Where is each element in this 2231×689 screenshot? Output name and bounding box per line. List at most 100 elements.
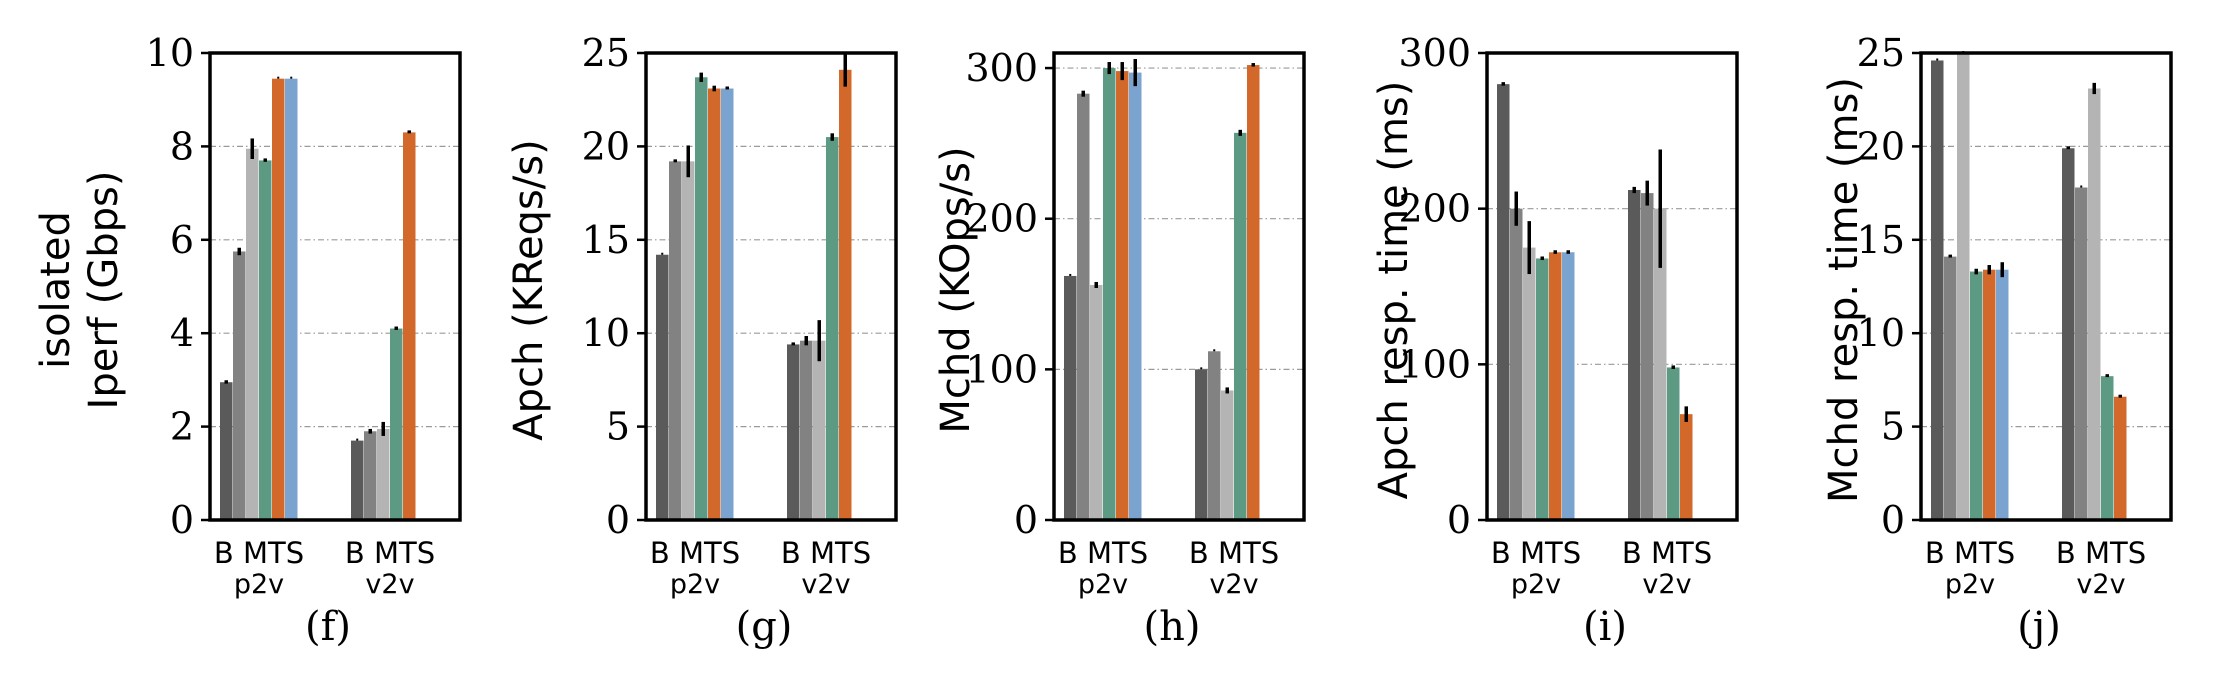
x-group-label: p2v (1511, 569, 1561, 600)
bar (1931, 60, 1944, 521)
bar (1077, 93, 1090, 520)
y-tick-label: 5 (606, 405, 630, 449)
bar (2062, 148, 2075, 520)
bar (1944, 256, 1957, 520)
bar (2075, 187, 2088, 520)
bar (1680, 414, 1693, 520)
bar (403, 132, 416, 520)
panel-caption: (i) (1582, 604, 1628, 650)
y-tick-label: 10 (146, 31, 194, 75)
bar (1208, 351, 1221, 520)
y-tick-label: 10 (582, 311, 630, 355)
y-tick-label: 20 (582, 124, 630, 168)
bar (656, 254, 669, 520)
bar (220, 382, 233, 520)
bar (364, 431, 377, 520)
bar (1129, 72, 1142, 521)
bar (259, 160, 272, 520)
bar (708, 88, 721, 520)
y-tick-label: 4 (170, 311, 194, 355)
bar (1090, 284, 1103, 520)
y-tick-label: 10 (1857, 311, 1905, 355)
y-tick-label: 200 (965, 197, 1038, 241)
x-bar-labels: B MTS (781, 536, 871, 570)
plot-frame (644, 51, 898, 522)
bar (351, 440, 364, 520)
y-tick-label: 0 (1447, 498, 1471, 542)
y-axis-label: Mchd resp. time (ms) (1820, 77, 1868, 503)
x-group-label: v2v (365, 569, 414, 600)
x-group-label: p2v (1078, 569, 1128, 600)
x-group-label: p2v (670, 569, 720, 600)
bar (1064, 275, 1077, 520)
bar (1116, 71, 1129, 520)
x-group-label: p2v (1945, 569, 1995, 600)
y-tick-label: 2 (170, 405, 194, 449)
panel-caption: (j) (2017, 604, 2061, 650)
bar (246, 148, 259, 521)
bar (721, 88, 734, 520)
bar (839, 69, 852, 520)
y-tick-label: 6 (170, 218, 194, 262)
y-tick-label: 0 (606, 498, 630, 542)
y-tick-label: 0 (1014, 498, 1038, 542)
bar (826, 137, 839, 520)
y-tick-label: 20 (1857, 124, 1905, 168)
y-tick-label: 0 (1881, 498, 1905, 542)
y-tick-label: 300 (1398, 31, 1471, 75)
x-bar-labels: B MTS (1622, 536, 1712, 570)
x-group-label: v2v (1209, 569, 1258, 600)
x-bar-labels: B MTS (1189, 536, 1279, 570)
x-bar-labels: B MTS (650, 536, 740, 570)
panel-caption: (h) (1143, 604, 1201, 650)
bar (1562, 252, 1575, 520)
bar (1983, 269, 1996, 520)
x-bar-labels: B MTS (1058, 536, 1148, 570)
bar (1221, 390, 1234, 520)
bar (1234, 132, 1247, 521)
bar (272, 78, 285, 520)
bar (669, 161, 682, 520)
bar (813, 340, 826, 520)
panel-caption: (g) (735, 604, 793, 650)
bar (1667, 367, 1680, 520)
plot-frame (208, 51, 462, 522)
bar (1996, 269, 2009, 520)
bar (2101, 376, 2114, 520)
x-bar-labels: B MTS (2056, 536, 2146, 570)
bar (1654, 208, 1667, 520)
y-tick-label: 200 (1398, 187, 1471, 231)
bar (233, 251, 246, 520)
bar (1497, 84, 1510, 520)
plot-frame (1485, 51, 1739, 522)
bar (2088, 88, 2101, 520)
bar (1103, 68, 1116, 520)
y-tick-label: 8 (170, 124, 194, 168)
bar (1970, 271, 1983, 520)
plot-frame (1052, 51, 1306, 522)
x-bar-labels: B MTS (214, 536, 304, 570)
x-bar-labels: B MTS (1925, 536, 2015, 570)
bar (377, 428, 390, 520)
y-tick-label: 100 (1398, 342, 1471, 386)
bar (682, 161, 695, 520)
x-bar-labels: B MTS (1491, 536, 1581, 570)
panel-caption: (f) (304, 604, 352, 650)
bar (2114, 396, 2127, 520)
y-tick-label: 15 (1857, 218, 1905, 262)
x-group-label: v2v (2076, 569, 2125, 600)
y-tick-label: 300 (965, 46, 1038, 90)
bar (695, 77, 708, 520)
bar (1510, 208, 1523, 520)
bar (1549, 252, 1562, 520)
